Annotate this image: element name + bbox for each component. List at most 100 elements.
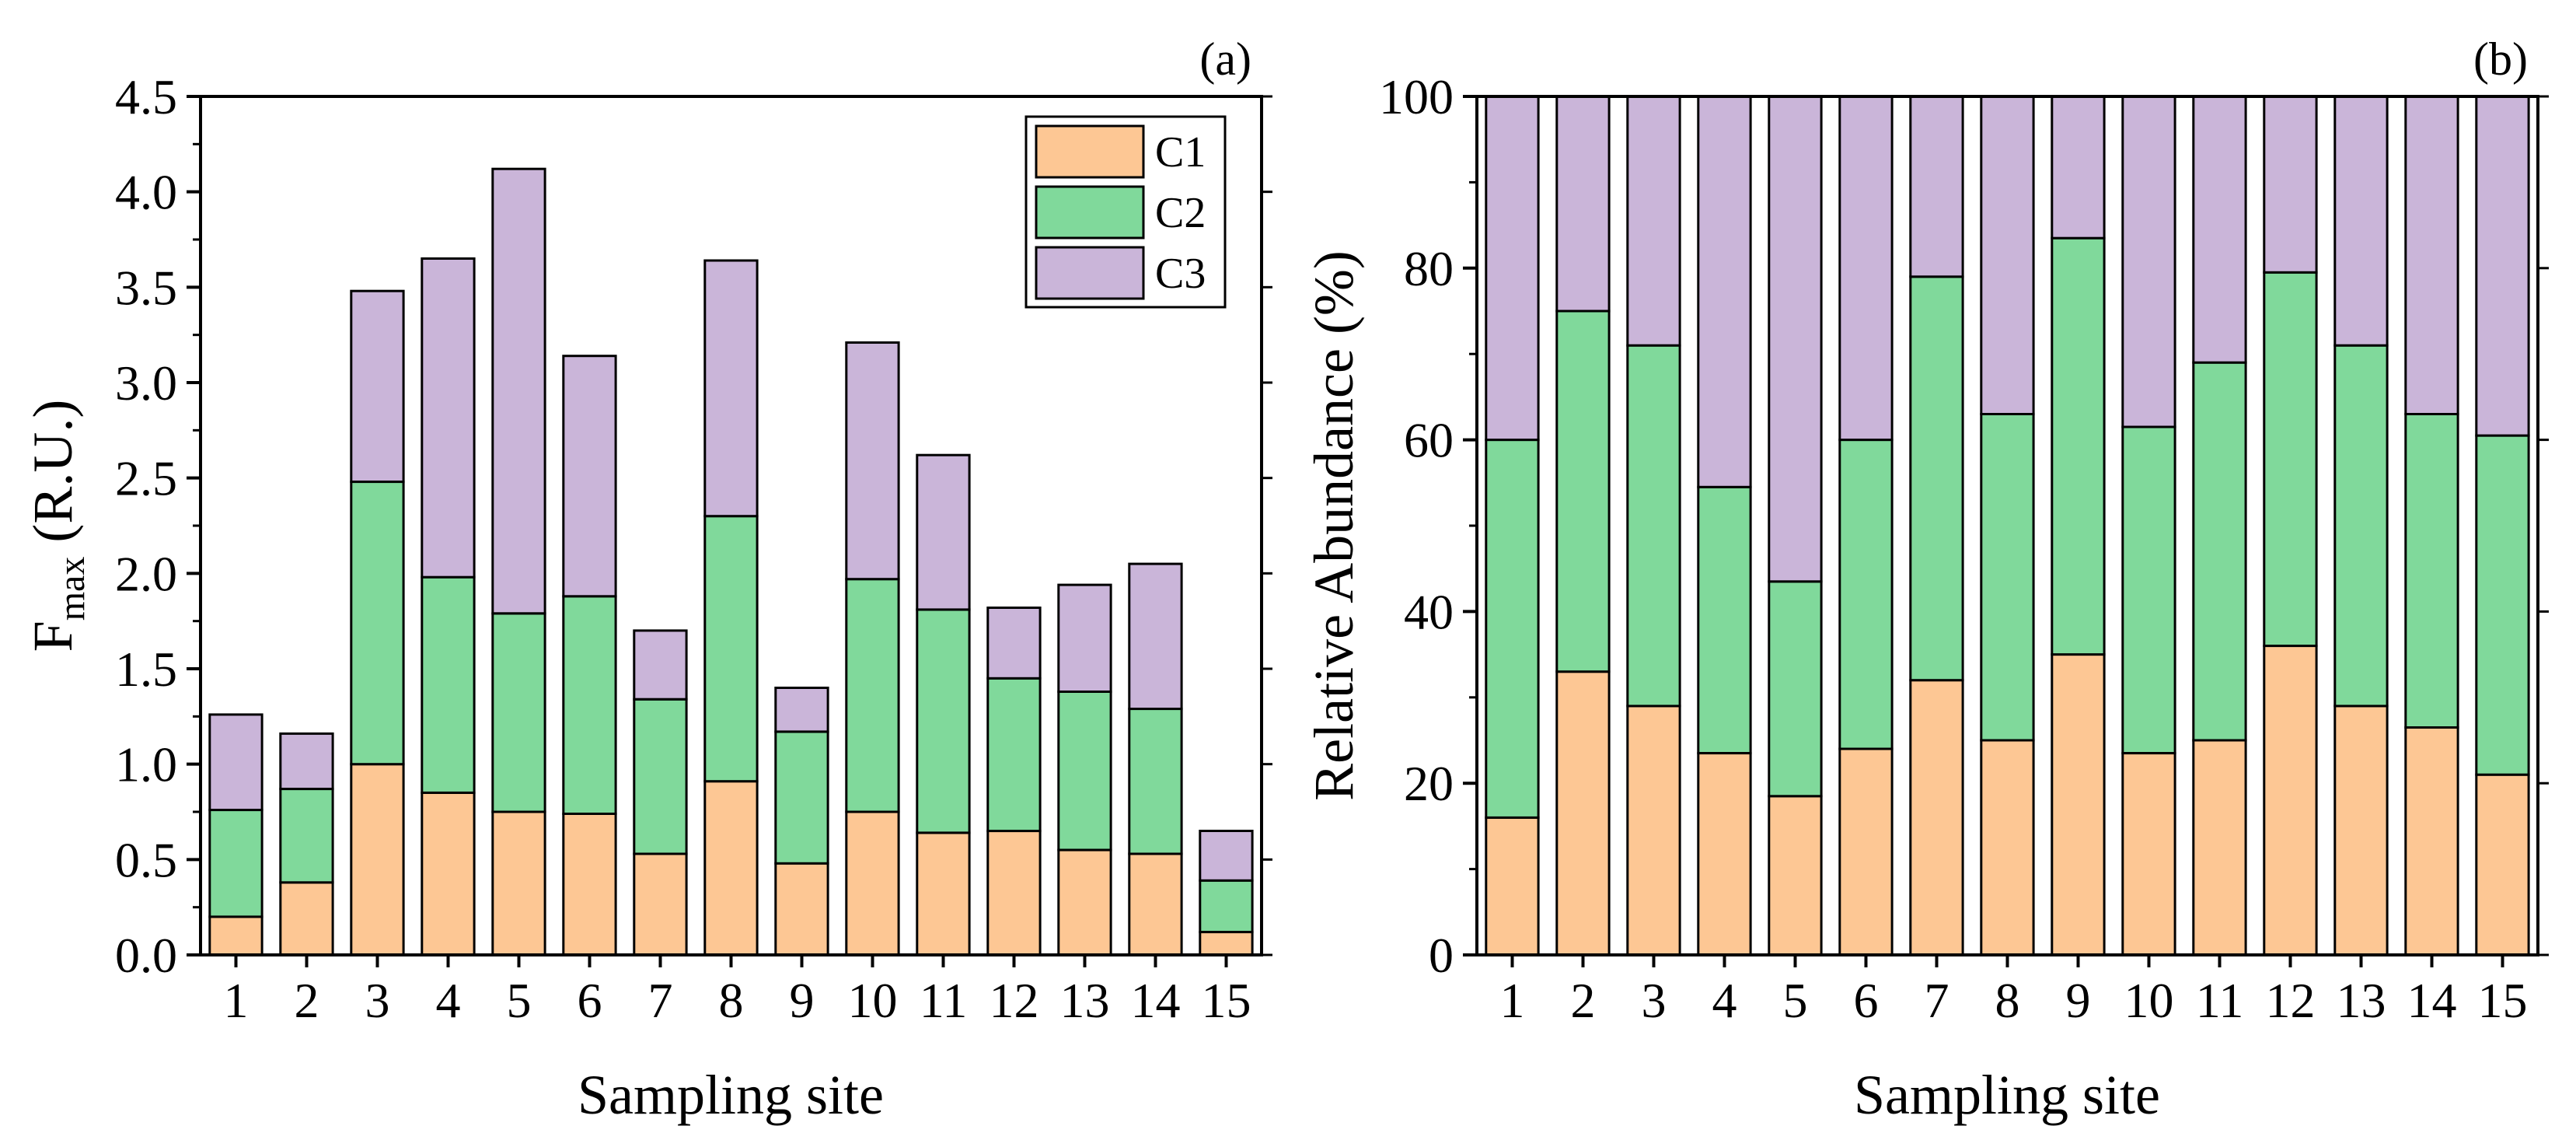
- panel-a-bar-c1-site-8: [703, 780, 759, 956]
- panel-a-bar-c3-site-7: [633, 629, 688, 701]
- panel-b-bar-c2-site-3: [1626, 344, 1681, 708]
- panel-a-x-tick-label: 8: [719, 973, 744, 1028]
- panel-a-x-tick-label: 4: [436, 973, 461, 1028]
- panel-b-bar-c2-site-11: [2192, 361, 2247, 742]
- panel-b-bar-c1-site-14: [2404, 726, 2459, 956]
- panel-b-bar-c3-site-15: [2475, 95, 2530, 437]
- panel-b-bar-c1-site-13: [2333, 705, 2389, 956]
- panel-b-bar-c3-site-6: [1838, 95, 1894, 442]
- panel-a-y-tick-label: 4.5: [115, 69, 177, 124]
- panel-b-y-tick-label: 20: [1404, 756, 1454, 811]
- panel-a-x-tick-label: 14: [1131, 973, 1181, 1028]
- panel-b-bar-c3-site-13: [2333, 95, 2389, 347]
- panel-b-bar-c1-site-4: [1697, 752, 1752, 956]
- panel-b-bar-c1-site-8: [1980, 739, 2035, 956]
- panel-b-bar-c2-site-10: [2121, 425, 2176, 754]
- panel-b-bar-c1-site-2: [1555, 670, 1611, 956]
- panel-b-bar-c3-site-1: [1485, 95, 1540, 442]
- panel-a-x-tick-label: 13: [1060, 973, 1110, 1028]
- panel-a-bar-c3-site-14: [1128, 562, 1183, 711]
- panel-a-bars: [208, 167, 1254, 956]
- panel-b-bar-c3-site-10: [2121, 95, 2176, 428]
- panel-b-x-tick-label: 7: [1925, 973, 1949, 1028]
- legend-label-c1: C1: [1155, 128, 1206, 177]
- panel-a-bar-c2-site-13: [1057, 690, 1112, 852]
- panel-a-x-tick-label: 15: [1202, 973, 1251, 1028]
- panel-b-bar-c3-site-5: [1768, 95, 1823, 583]
- panel-a-x-tick-label: 10: [848, 973, 898, 1028]
- panel-a-y-tick-label: 3.5: [115, 260, 177, 315]
- panel-a-y-axis-title-unit: (R.U.): [22, 400, 84, 543]
- panel-a-bar-c2-site-9: [774, 730, 829, 865]
- panel-b-bar-c2-site-12: [2263, 271, 2318, 647]
- panel-a-tag: (a): [1199, 33, 1251, 85]
- panel-b-x-tick-label: 13: [2337, 973, 2386, 1028]
- panel-a-bar-c2-site-7: [633, 698, 688, 855]
- panel-a-bar-c3-site-11: [916, 453, 971, 611]
- panel-b-x-tick-label: 12: [2266, 973, 2316, 1028]
- panel-a-bar-c3-site-15: [1199, 830, 1254, 882]
- panel-b-bar-c2-site-8: [1980, 413, 2035, 742]
- panel-a-bar-c2-site-4: [421, 575, 476, 794]
- panel-a-bar-c1-site-12: [986, 830, 1042, 956]
- panel-a-x-tick-label: 5: [507, 973, 532, 1028]
- panel-a-bar-c2-site-2: [279, 788, 334, 884]
- panel-a-y-tick-label: 4.0: [115, 165, 177, 220]
- panel-b-y-tick-label: 60: [1404, 413, 1454, 468]
- legend-swatch-c2: [1035, 185, 1145, 240]
- panel-a-bar-c3-site-13: [1057, 583, 1112, 693]
- panel-a-x-tick-label: 2: [295, 973, 319, 1028]
- panel-b-x-tick-label: 9: [2066, 973, 2091, 1028]
- panel-a-x-tick-label: 11: [920, 973, 968, 1028]
- panel-b-y-tick-label: 80: [1404, 241, 1454, 296]
- panel-a-bar-c2-site-12: [986, 677, 1042, 833]
- panel-b-bar-c2-site-5: [1768, 580, 1823, 798]
- panel-a-bar-c2-site-6: [562, 595, 617, 815]
- panel-b-bar-c3-site-3: [1626, 95, 1681, 347]
- panel-a-bar-c1-site-1: [208, 915, 264, 956]
- panel-a-bar-c1-site-3: [350, 763, 405, 956]
- panel-a-bar-c3-site-12: [986, 607, 1042, 680]
- panel-b-x-tick-label: 14: [2407, 973, 2457, 1028]
- panel-a-bar-c3-site-1: [208, 713, 264, 812]
- panel-a-bar-c1-site-9: [774, 862, 829, 956]
- panel-b-y-tick-label: 100: [1379, 69, 1454, 124]
- panel-a-bar-c3-site-6: [562, 355, 617, 598]
- panel-b-x-tick-label: 3: [1642, 973, 1667, 1028]
- panel-a-x-axis-title: Sampling site: [578, 1064, 884, 1126]
- panel-b-x-tick-label: 11: [2196, 973, 2244, 1028]
- panel-b-bar-c1-site-15: [2475, 773, 2530, 956]
- panel-b-bar-c1-site-12: [2263, 645, 2318, 956]
- panel-a-bar-c3-site-5: [491, 167, 546, 615]
- panel-a-bar-c3-site-10: [845, 341, 900, 581]
- panel-a-bar-c1-site-5: [491, 810, 546, 956]
- panel-b-x-tick-label: 1: [1500, 973, 1525, 1028]
- panel-a-y-tick-label: 2.5: [115, 451, 177, 506]
- panel-b-x-tick-label: 5: [1783, 973, 1808, 1028]
- panel-a-x-tick-label: 3: [365, 973, 390, 1028]
- panel-a-legend: C1 C2 C3: [1024, 115, 1227, 309]
- panel-a-bar-c1-site-15: [1199, 931, 1254, 956]
- panel-a-bar-c2-site-11: [916, 608, 971, 834]
- panel-a-bar-c1-site-7: [633, 852, 688, 956]
- legend-swatch-c3: [1035, 246, 1145, 300]
- panel-a-bar-c2-site-1: [208, 809, 264, 918]
- panel-a-y-tick-label: 0.5: [115, 832, 177, 887]
- legend-label-c3: C3: [1155, 250, 1206, 298]
- panel-a-bar-c1-site-14: [1128, 852, 1183, 956]
- panel-b-x-tick-label: 4: [1712, 973, 1737, 1028]
- panel-b-bar-c2-site-15: [2475, 434, 2530, 776]
- panel-b-x-tick-label: 2: [1571, 973, 1596, 1028]
- panel-b-bar-c1-site-10: [2121, 752, 2176, 956]
- panel-a-bar-c1-site-2: [279, 881, 334, 956]
- panel-b-bar-c1-site-1: [1485, 816, 1540, 956]
- panel-a-bar-c2-site-5: [491, 612, 546, 813]
- panel-a-bar-c2-site-15: [1199, 879, 1254, 934]
- panel-b-bar-c2-site-2: [1555, 309, 1611, 673]
- panel-a-bar-c3-site-4: [421, 257, 476, 579]
- panel-b-bar-c2-site-7: [1909, 275, 1964, 682]
- panel-b-y-tick-label: 0: [1429, 928, 1454, 983]
- panel-a-x-tick-label: 7: [648, 973, 673, 1028]
